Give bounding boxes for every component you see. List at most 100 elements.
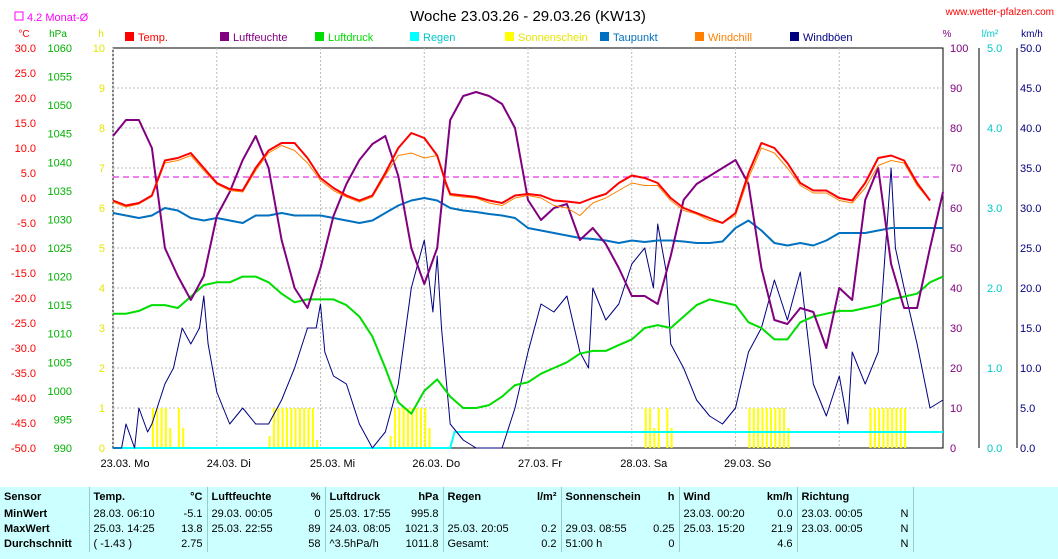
legend-label: Windchill [708, 32, 752, 44]
stats-time: 24.03. 08:05 [329, 523, 391, 535]
sun-tick-label: 5 [99, 243, 105, 255]
stats-cell-dir: N [797, 537, 914, 552]
legend-label: Taupunkt [613, 32, 658, 44]
stats-header-press-label: Luftdruck [329, 491, 381, 503]
stats-time: 25.03. 15:20 [683, 523, 745, 535]
sunshine-bar [774, 408, 777, 448]
sunshine-bar [882, 408, 885, 448]
x-tick-label: 23.03. Mo [101, 458, 150, 470]
stats-header-hum-label: Luftfeuchte [211, 491, 272, 503]
series-line-luftdruck [113, 275, 944, 415]
sun-tick-label: 2 [99, 363, 105, 375]
legend-label: Temp. [138, 32, 168, 44]
pressure-tick-label: 990 [54, 443, 72, 455]
sunshine-bar [895, 408, 898, 448]
legend-label: Sonnenschein [518, 32, 588, 44]
pressure-tick-label: 1040 [48, 157, 72, 169]
stats-spacer [913, 507, 1058, 522]
stats-time: 25.03. 22:55 [211, 523, 273, 535]
stats-value: 4.6 [777, 538, 793, 550]
temp-tick-label: -40.0 [11, 393, 36, 405]
sunshine-bar [878, 408, 881, 448]
sunshine-bar [770, 408, 773, 448]
temp-tick-label: 0.0 [21, 193, 36, 205]
stats-header-row: Sensor Temp. °C Luftfeuchte% Luftdruck hPa… [0, 487, 1058, 507]
site-url[interactable]: www.wetter-pfalzen.com [945, 7, 1054, 18]
stats-row-label: MinWert [0, 507, 90, 522]
sun-tick-label: 3 [99, 323, 105, 335]
x-tick-label: 26.03. Do [412, 458, 460, 470]
stats-time: 23.03. 00:20 [683, 508, 745, 520]
stats-row-label: MaxWert [0, 522, 90, 537]
series-line-windben [113, 167, 944, 449]
stats-cell-rain [443, 507, 562, 522]
sunshine-bar [151, 408, 154, 448]
rain-tick-label: 1.0 [987, 363, 1002, 375]
stats-cell-rain: 25.03. 20:05 0.2 [443, 522, 562, 537]
sunshine-bar [398, 408, 401, 448]
sunshine-bar [666, 408, 669, 448]
stats-header-dir: Richtung [797, 487, 914, 507]
sunshine-bar [415, 408, 418, 448]
rain-tick-label: 4.0 [987, 123, 1002, 135]
sun-tick-label: 7 [99, 163, 105, 175]
temp-tick-label: -10.0 [11, 243, 36, 255]
stats-header-temp: Temp. °C [89, 487, 208, 507]
sunshine-bar [272, 408, 275, 448]
sunshine-bar [169, 428, 172, 448]
stats-value: 0.0 [777, 508, 793, 520]
axes: 30.025.020.015.010.05.00.0-5.0-10.0-15.0… [11, 43, 1042, 470]
sunshine-bar [761, 408, 764, 448]
stats-header-rain-unit: l/m² [536, 491, 557, 503]
sunshine-bar [281, 408, 284, 448]
temp-tick-label: -20.0 [11, 293, 36, 305]
stats-header-press-unit: hPa [418, 491, 439, 503]
sunshine-bar [182, 428, 185, 448]
sunshine-bar [406, 408, 409, 448]
wind-tick-label: 15.0 [1020, 323, 1041, 335]
temp-unit-label: °C [18, 29, 29, 40]
humidity-tick-label: 70 [950, 163, 962, 175]
sunshine-bar [644, 408, 647, 448]
monthly-avg-label: 4.2 Monat-Ø [27, 12, 89, 24]
series-line-temp [112, 132, 931, 224]
sunshine-bar [411, 408, 414, 448]
stats-row-max: MaxWert 25.03. 14:25 13.8 25.03. 22:55 89 … [0, 522, 1058, 537]
sunshine-bar [765, 408, 768, 448]
temp-tick-label: -15.0 [11, 268, 36, 280]
sunshine-bar [424, 408, 427, 448]
stats-cell-hum: 58 [207, 537, 326, 552]
sunshine-bar [869, 408, 872, 448]
sunshine-bar [653, 428, 656, 448]
wind-tick-label: 35.0 [1020, 163, 1041, 175]
humidity-tick-label: 30 [950, 323, 962, 335]
sunshine-bar [294, 408, 297, 448]
sunshine-bar [298, 408, 301, 448]
stats-value: 58 [308, 538, 321, 550]
pressure-tick-label: 1050 [48, 100, 72, 112]
x-tick-label: 24.03. Di [207, 458, 251, 470]
stats-value: -5.1 [183, 508, 203, 520]
sunshine-bar [316, 440, 319, 448]
stats-time: ^3.5hPa/h [329, 538, 379, 550]
stats-header-hum: Luftfeuchte% [207, 487, 326, 507]
humidity-tick-label: 90 [950, 83, 962, 95]
sunshine-bar [670, 428, 673, 448]
temp-tick-label: -5.0 [17, 218, 36, 230]
pressure-tick-label: 995 [54, 414, 72, 426]
stats-header-wind-unit: km/h [766, 491, 793, 503]
stats-cell-temp: ( -1.43 ) 2.75 [89, 537, 208, 552]
stats-value: 89 [308, 523, 321, 535]
stats-cell-dir: 23.03. 00:05 N [797, 507, 914, 522]
pressure-tick-label: 1030 [48, 214, 72, 226]
humidity-tick-label: 40 [950, 283, 962, 295]
stats-value: 21.9 [771, 523, 793, 535]
wind-tick-label: 45.0 [1020, 83, 1041, 95]
sunshine-bar [778, 408, 781, 448]
sunshine-bar [160, 408, 163, 448]
sun-tick-label: 9 [99, 83, 105, 95]
temp-tick-label: 25.0 [15, 68, 36, 80]
sun-tick-label: 6 [99, 203, 105, 215]
pressure-tick-label: 1005 [48, 357, 72, 369]
legend-swatch [315, 32, 324, 41]
